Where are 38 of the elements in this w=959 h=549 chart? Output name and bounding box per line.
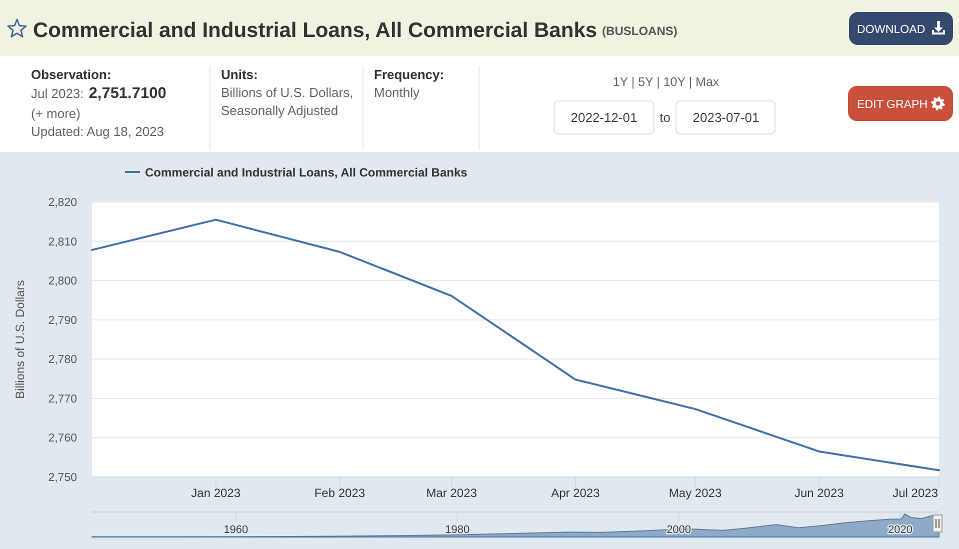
x-tick-label: 1960 bbox=[224, 524, 248, 536]
y-tick-label: 2,800 bbox=[48, 276, 77, 288]
text: 2023-07-01 bbox=[692, 110, 760, 125]
text: Units: bbox=[221, 67, 258, 82]
text: 2022-12-01 bbox=[570, 110, 638, 125]
text: 1Y | 5Y | 10Y | Max bbox=[612, 75, 720, 89]
y-tick-label: 2,770 bbox=[48, 393, 77, 406]
x-tick-label: Mar 2023 bbox=[426, 486, 478, 500]
y-axis-title: Billions of U.S. Dollars bbox=[13, 280, 27, 399]
text: to bbox=[660, 110, 670, 125]
x-tick-label: Jul 2023 bbox=[892, 486, 938, 500]
y-tick-label: 2,760 bbox=[48, 432, 77, 445]
y-tick-label: 2,810 bbox=[48, 236, 77, 248]
line-series bbox=[91, 218, 940, 472]
x-tick-label: 2020 bbox=[888, 524, 912, 536]
text: Frequency: bbox=[374, 67, 444, 82]
text: Monthly bbox=[374, 85, 420, 100]
chart-subtitle: (BUSLOANS) bbox=[602, 24, 678, 38]
y-tick-label: 2,780 bbox=[48, 354, 77, 366]
x-tick-label: Apr 2023 bbox=[551, 486, 600, 500]
text: EDIT GRAPH bbox=[857, 98, 928, 111]
x-tick-label: Feb 2023 bbox=[314, 486, 366, 500]
text: DOWNLOAD bbox=[857, 23, 926, 36]
text: Updated: Aug 18, 2023 bbox=[31, 124, 164, 139]
x-tick-label: Jan 2023 bbox=[191, 486, 241, 500]
y-tick-label: 2,750 bbox=[48, 472, 77, 484]
x-tick-label: May 2023 bbox=[668, 486, 722, 500]
y-tick-label: 2,790 bbox=[48, 314, 77, 327]
x-tick-label: 1980 bbox=[445, 524, 470, 536]
text: Observation: bbox=[31, 67, 112, 82]
text: 2,751.7100 bbox=[88, 85, 166, 102]
chart-title: Commercial and Industrial Loans, All Commercial Banks bbox=[33, 19, 598, 42]
text: (+ more) bbox=[31, 106, 80, 121]
text: Billions of U.S. Dollars, Seasonally Adjusted bbox=[221, 85, 354, 118]
text: Jul 2023: bbox=[31, 86, 84, 101]
x-tick-label: Jun 2023 bbox=[794, 486, 844, 500]
y-tick-label: 2,820 bbox=[48, 197, 77, 209]
legend-label: Commercial and Industrial Loans, All Commercial Banks bbox=[145, 166, 468, 180]
